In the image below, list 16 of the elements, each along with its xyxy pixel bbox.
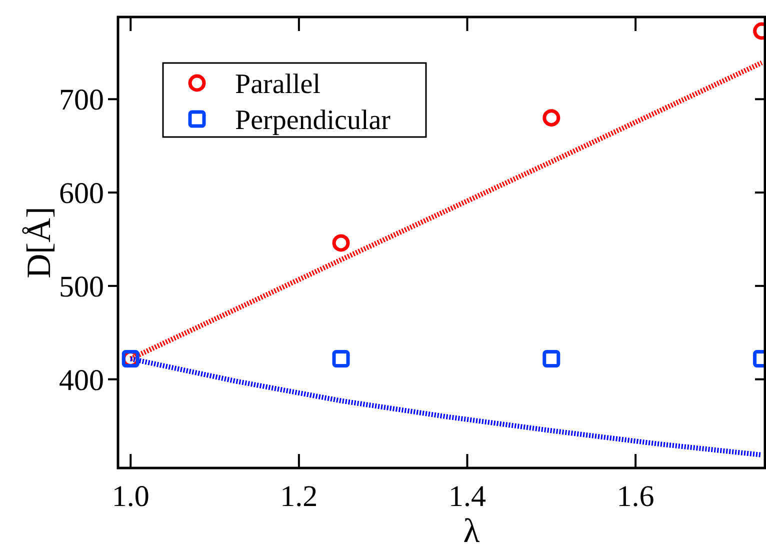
point [332,350,350,368]
x-tick-label: 1.4 [448,480,486,513]
legend-label: Perpendicular [235,104,392,136]
y-tick-label: 400 [59,364,104,397]
x-tick-label: 1.6 [616,480,654,513]
x-tick-label: 1.0 [112,480,150,513]
x-axis-title: λ [463,513,480,544]
point [542,109,560,127]
y-tick-label: 600 [59,177,104,210]
point [332,234,350,252]
x-tick-label: 1.2 [280,480,318,513]
y-tick-label: 500 [59,270,104,304]
y-tick-label: 700 [59,84,104,117]
y-axis-title: D[Å] [21,206,58,278]
point [542,350,560,368]
legend-label: Parallel [235,68,321,100]
